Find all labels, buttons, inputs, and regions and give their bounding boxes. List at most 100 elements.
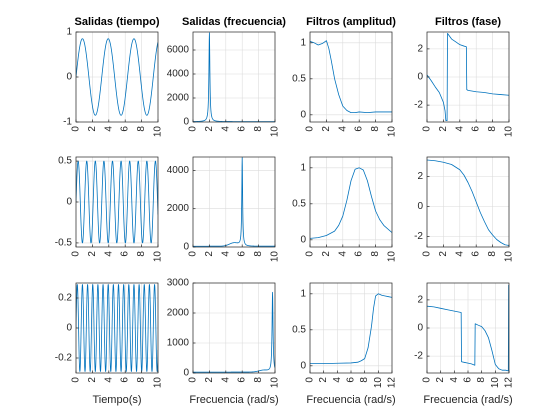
y-tick-label: 0 (300, 109, 306, 120)
y-tick-label: 2 (417, 43, 423, 54)
y-tick-label: -2 (414, 231, 423, 242)
x-tick-label: 8 (487, 126, 498, 132)
x-tick-label: 8 (253, 377, 264, 383)
y-tick-label: 0 (66, 323, 72, 334)
x-tick-label: 8 (253, 126, 264, 132)
y-tick-label: 1 (66, 27, 72, 38)
x-tick-label: 8 (370, 251, 381, 257)
axes-frame (192, 156, 276, 248)
x-axis-label: Tiempo(s) (92, 394, 141, 406)
plot-area (193, 32, 275, 122)
x-tick-label: 2 (87, 126, 98, 132)
x-tick-label: 12 (387, 377, 398, 389)
subplot-title: Filtros (amplitud) (306, 16, 396, 28)
x-tick-label: 0 (305, 251, 316, 257)
x-tick-label: 6 (463, 377, 474, 383)
y-tick-label: 2000 (167, 308, 190, 319)
x-tick-label: 2 (87, 251, 98, 257)
y-tick-label: 0 (183, 117, 189, 128)
axes-frame (192, 31, 276, 123)
x-tick-label: 2 (204, 126, 215, 132)
y-tick-label: 0 (417, 201, 423, 212)
x-tick-label: 4 (337, 251, 348, 257)
x-tick-label: 8 (136, 251, 147, 257)
x-tick-label: 2 (321, 126, 332, 132)
x-tick-label: 10 (387, 251, 398, 263)
y-tick-label: 0.5 (292, 198, 306, 209)
x-tick-label: 2 (321, 251, 332, 257)
subplot-p23: 0 2 4 6 8 1000.51 (292, 156, 398, 263)
x-tick-label: 6 (120, 251, 131, 257)
series-line (427, 159, 509, 246)
y-tick-label: 0 (300, 234, 306, 245)
x-tick-label: 8 (136, 377, 147, 383)
x-tick-label: 0 (71, 251, 82, 257)
y-tick-label: 0.5 (292, 73, 306, 84)
x-tick-label: 4 (220, 251, 231, 257)
x-tick-label: 0 (71, 377, 82, 383)
x-tick-label: 6 (237, 251, 248, 257)
y-tick-label: 0 (183, 368, 189, 379)
axes-frame (192, 282, 276, 374)
x-tick-label: 8 (487, 251, 498, 257)
x-tick-label: 6 (471, 251, 482, 257)
subplot-p21: 0 2 4 6 8 10-0.500.5 (55, 156, 164, 263)
subplot-title: Salidas (tiempo) (75, 16, 160, 28)
y-tick-label: 1 (300, 37, 306, 48)
y-tick-label: 2000 (167, 203, 190, 214)
plot-area (310, 32, 392, 122)
series-line (193, 32, 275, 122)
x-tick-label: 10 (270, 126, 281, 138)
series-line (193, 291, 275, 373)
x-tick-label: 10 (490, 377, 501, 389)
series-line (427, 284, 509, 372)
series-line (76, 284, 158, 372)
x-tick-label: 4 (220, 377, 231, 383)
x-tick-label: 0 (305, 126, 316, 132)
x-tick-label: 2 (318, 377, 329, 383)
y-tick-label: -0.2 (55, 353, 73, 364)
y-tick-label: 4000 (167, 69, 190, 80)
x-tick-label: 4 (103, 251, 114, 257)
y-tick-label: 1000 (167, 338, 190, 349)
x-tick-label: 0 (422, 126, 433, 132)
x-tick-label: 10 (387, 126, 398, 138)
x-tick-label: 4 (454, 126, 465, 132)
x-tick-label: 10 (504, 126, 515, 138)
plot-area (193, 157, 275, 247)
x-tick-label: 6 (471, 126, 482, 132)
axes-frame (426, 156, 510, 248)
x-tick-label: 2 (87, 377, 98, 383)
x-tick-label: 10 (153, 377, 164, 389)
y-tick-label: 0 (66, 72, 72, 83)
x-tick-label: 2 (204, 377, 215, 383)
x-tick-label: 4 (449, 377, 460, 383)
subplot-title: Salidas (frecuencia) (182, 16, 286, 28)
y-tick-label: 0.5 (292, 324, 306, 335)
x-tick-label: 4 (220, 126, 231, 132)
y-tick-label: 0.5 (58, 156, 72, 167)
y-tick-label: 0 (183, 242, 189, 253)
x-tick-label: 10 (504, 251, 515, 263)
y-tick-label: 0 (417, 323, 423, 334)
x-tick-label: 0 (305, 377, 316, 383)
x-tick-label: 0 (188, 377, 199, 383)
subplot-p24: 0 2 4 6 8 10-202 (414, 156, 515, 263)
x-tick-label: 12 (504, 377, 515, 389)
x-tick-label: 8 (359, 377, 370, 383)
y-tick-label: 1 (300, 162, 306, 173)
y-tick-label: -0.5 (55, 237, 73, 248)
series-line (193, 157, 275, 247)
x-tick-label: 2 (435, 377, 446, 383)
subplot-title: Filtros (fase) (435, 16, 501, 28)
x-axis-label: Frecuencia (rad/s) (423, 394, 512, 406)
series-line (76, 160, 158, 244)
x-tick-label: 4 (103, 126, 114, 132)
y-tick-label: 1 (300, 288, 306, 299)
x-tick-label: 10 (153, 126, 164, 138)
x-tick-label: 6 (237, 377, 248, 383)
y-tick-label: 3000 (167, 278, 190, 289)
